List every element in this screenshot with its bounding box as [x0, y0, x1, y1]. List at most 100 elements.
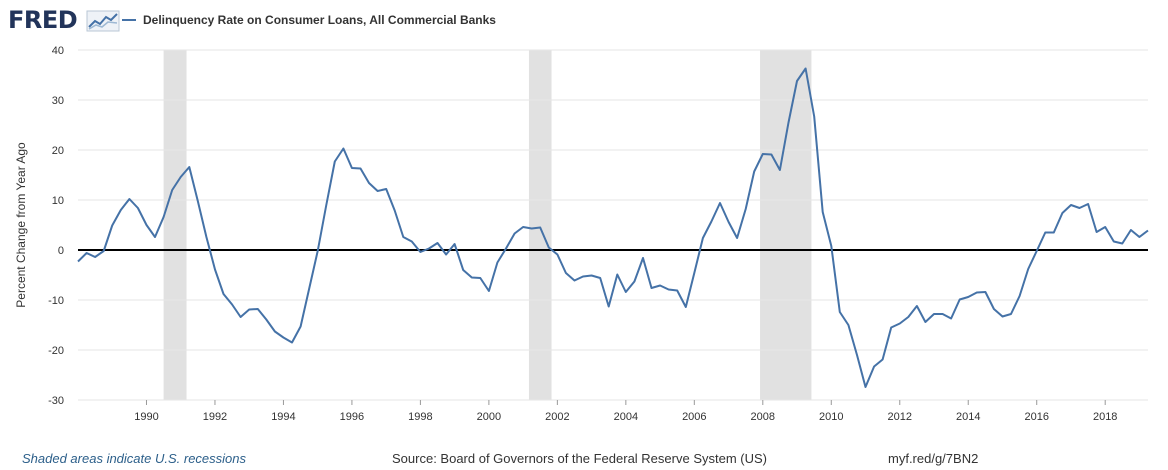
data-point-101 [940, 312, 945, 317]
data-point-63 [615, 272, 620, 277]
data-point-116 [1069, 203, 1074, 208]
data-point-22 [264, 317, 269, 322]
data-point-27 [307, 287, 312, 292]
y-tick-label-20: 20 [52, 145, 64, 157]
data-point-60 [589, 273, 594, 278]
data-point-80 [760, 152, 765, 157]
y-axis-label: Percent Change from Year Ago [14, 142, 28, 308]
data-point-69 [666, 287, 671, 292]
x-tick-label-2018: 2018 [1093, 411, 1117, 423]
data-point-59 [581, 274, 586, 279]
data-point-102 [949, 316, 954, 321]
data-point-61 [598, 276, 603, 281]
data-point-95 [889, 325, 894, 330]
data-point-97 [906, 315, 911, 320]
data-point-92 [863, 385, 868, 390]
x-tick-label-2006: 2006 [682, 411, 706, 423]
series-line[interactable] [77, 67, 1149, 388]
data-point-34 [367, 181, 372, 186]
data-point-28 [315, 249, 320, 254]
data-point-66 [641, 256, 646, 261]
data-point-35 [375, 189, 380, 194]
data-point-73 [700, 236, 705, 241]
data-point-5 [118, 208, 123, 213]
data-point-103 [957, 297, 962, 302]
data-point-91 [855, 353, 860, 358]
data-point-33 [358, 166, 363, 171]
data-point-68 [658, 283, 663, 288]
data-point-51 [512, 231, 517, 236]
y-tick-label-30: 30 [52, 95, 64, 107]
data-point-124 [1137, 235, 1142, 240]
data-point-111 [1026, 267, 1031, 272]
data-point-42 [435, 241, 440, 246]
data-point-14 [195, 199, 200, 204]
data-point-81 [769, 152, 774, 157]
data-point-21 [255, 307, 260, 312]
data-point-118 [1086, 202, 1091, 207]
x-tick-label-2014: 2014 [956, 411, 980, 423]
data-point-40 [418, 250, 423, 255]
data-point-12 [178, 175, 183, 180]
data-point-94 [880, 357, 885, 362]
data-point-20 [247, 307, 252, 312]
y-tick-label--20: -20 [48, 345, 64, 357]
data-point-84 [795, 79, 800, 84]
x-tick-label-2010: 2010 [819, 411, 843, 423]
recession-band-1 [528, 50, 552, 400]
recession-band-0 [163, 50, 187, 400]
data-point-107 [991, 307, 996, 312]
data-point-56 [555, 252, 560, 257]
x-tick-label-1990: 1990 [134, 411, 158, 423]
data-point-13 [187, 165, 192, 170]
gridlines [78, 49, 1148, 401]
data-point-113 [1043, 230, 1048, 235]
legend-line-swatch [122, 19, 136, 21]
x-tick-label-1998: 1998 [408, 411, 432, 423]
x-tick-label-2008: 2008 [751, 411, 775, 423]
data-point-83 [786, 120, 791, 125]
fred-line-chart-icon [86, 10, 120, 32]
recession-bands [163, 50, 812, 400]
data-point-32 [349, 166, 354, 171]
data-point-48 [486, 289, 491, 294]
data-point-19 [238, 315, 243, 320]
data-point-41 [427, 246, 432, 251]
data-point-88 [829, 244, 834, 249]
data-point-15 [204, 235, 209, 240]
data-point-99 [923, 320, 928, 325]
data-point-108 [1000, 314, 1005, 319]
x-tick-label-2004: 2004 [614, 411, 638, 423]
data-point-44 [452, 242, 457, 247]
data-point-36 [384, 187, 389, 192]
data-point-7 [135, 206, 140, 211]
data-point-72 [692, 271, 697, 276]
data-point-125 [1146, 228, 1151, 233]
data-point-121 [1111, 239, 1116, 244]
data-point-67 [649, 286, 654, 291]
data-point-71 [683, 305, 688, 310]
data-point-54 [538, 225, 543, 230]
share-link[interactable]: myf.red/g/7BN2 [888, 451, 979, 466]
data-point-87 [820, 210, 825, 215]
data-point-78 [743, 207, 748, 212]
data-point-106 [983, 290, 988, 295]
data-point-43 [444, 252, 449, 257]
data-point-4 [110, 223, 115, 228]
recession-band-2 [760, 50, 812, 400]
data-point-79 [752, 169, 757, 174]
data-point-105 [974, 290, 979, 295]
data-point-89 [837, 310, 842, 315]
data-point-11 [170, 188, 175, 193]
data-point-115 [1060, 211, 1065, 216]
data-point-117 [1077, 206, 1082, 211]
data-point-62 [606, 304, 611, 309]
chart-legend[interactable]: Delinquency Rate on Consumer Loans, All … [122, 11, 496, 29]
data-point-64 [623, 290, 628, 295]
y-axis-ticks: 40 30 20 10 0 -10 -20 -30 [48, 45, 64, 407]
data-point-8 [144, 223, 149, 228]
data-point-86 [812, 114, 817, 119]
data-point-104 [966, 295, 971, 300]
data-point-122 [1120, 241, 1125, 246]
